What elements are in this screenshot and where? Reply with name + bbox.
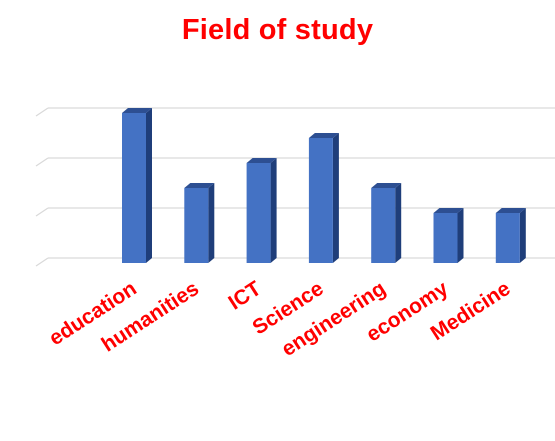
bar-side [457, 208, 464, 263]
bar-side [395, 183, 402, 263]
bar [495, 208, 526, 263]
bar [433, 208, 464, 263]
bar [184, 183, 215, 263]
bar-top [184, 183, 215, 188]
bar [246, 158, 277, 263]
gridline-stub [35, 157, 49, 167]
category-label: ICT [224, 277, 265, 315]
bars [122, 108, 526, 263]
gridline-stub [35, 257, 49, 267]
bar-top [433, 208, 464, 213]
bar [122, 108, 152, 263]
bar-side [519, 208, 526, 263]
bar-top [371, 183, 402, 188]
bar-side [146, 108, 152, 263]
bar-front [433, 213, 458, 263]
bar-top [122, 108, 152, 113]
bar-top [246, 158, 277, 163]
bar-front [371, 188, 396, 263]
gridline-stub [35, 107, 49, 117]
bar-top [495, 208, 526, 213]
bar-front [246, 163, 271, 263]
bar-side [270, 158, 277, 263]
bar [308, 133, 339, 263]
gridlines [35, 107, 555, 267]
bar-side [332, 133, 339, 263]
bar [371, 183, 402, 263]
bar-side [208, 183, 215, 263]
bar-front [122, 113, 146, 263]
bar-front [184, 188, 209, 263]
bar-top [308, 133, 339, 138]
bar-front [495, 213, 520, 263]
chart-title: Field of study [181, 14, 374, 46]
gridline-stub [35, 207, 49, 217]
bar-front [308, 138, 333, 263]
